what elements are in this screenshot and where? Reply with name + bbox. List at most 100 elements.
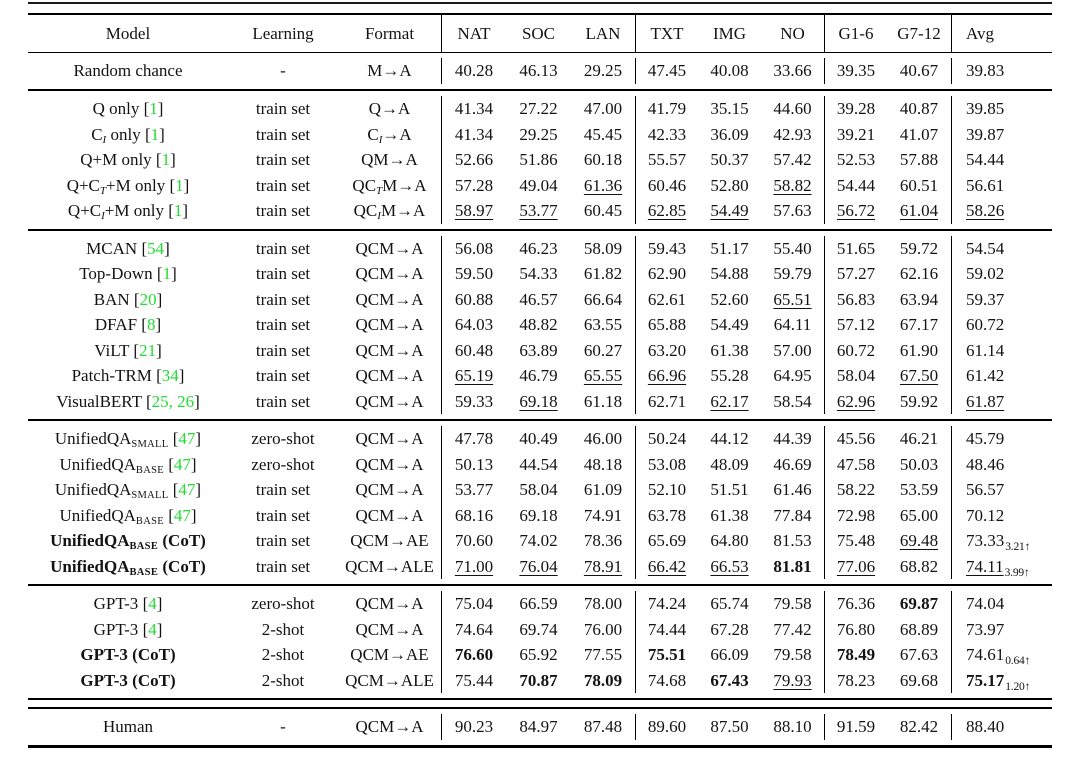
cell-value: 69.74 [519,619,558,639]
model-cell: GPT-3 (CoT) [28,668,228,694]
cell-txt: 62.85 [635,198,698,224]
header-cell-img: IMG [712,23,747,43]
table-row: Patch-TRM [34] train set QCM→A 65.19 46.79 65… [28,363,1052,389]
cell-value: 57.00 [773,340,812,360]
cell-value: 78.00 [583,594,623,613]
cell-nat: 53.77 [441,477,506,503]
cell-value: 66.09 [710,645,749,664]
cell-value: 70.87 [519,670,558,690]
model-cell: UnifiedQASMALL [47] [28,477,228,503]
cell-txt: 62.90 [635,261,698,287]
cite-bracket: ] [156,594,163,613]
learning-cell: train set [255,289,311,309]
cell-avg: 56.57 [951,477,1052,503]
cell-value: 53.77 [519,201,558,220]
cell-txt: 65.69 [635,528,698,554]
cell-value: 76.60 [454,645,494,664]
cell-avg: 48.46 [951,451,1052,477]
model-text: QC [352,175,377,195]
cell-lan: 63.55 [571,312,635,338]
cell-value: 61.38 [710,340,749,360]
table-section: UnifiedQASMALL [47] zero-shot QCM→A 47.78 40… [28,421,1052,584]
cell-avg: 56.61 [951,172,1052,198]
cell-nat: 60.88 [441,286,506,312]
cell-value: 75.51 [647,645,687,664]
cell-lan: 61.09 [571,477,635,503]
cell-value: 46.21 [899,429,939,448]
cell-value: 74.24 [647,594,687,613]
format-cell: Q→A [338,96,441,122]
format-cell: QCM→A [338,477,441,503]
format-cell: QCIM→A [338,198,441,224]
cell-value: 74.61 [966,645,1005,664]
cell-avg: 59.02 [951,261,1052,287]
model-text: QCM→A [355,264,424,283]
cite-bracket: ] [171,264,177,283]
cell-nat: 59.50 [441,261,506,287]
cell-value: 65.69 [647,531,687,550]
cite-bracket: ] [194,391,200,411]
cell-g1-6: 78.23 [824,667,887,693]
cell-value: 57.27 [836,264,876,283]
model-text: M→A [382,175,427,195]
gain-subscript: 0.64↑ [1005,655,1031,667]
cell-txt: 52.10 [635,477,698,503]
cell-nat: 56.08 [441,235,506,261]
cell-nat: 52.66 [441,147,506,173]
cell-nat: 60.48 [441,337,506,363]
cell-no: 77.84 [761,503,824,529]
cell-value: 75.48 [836,531,876,550]
cell-value: 66.53 [710,556,749,576]
table-row: UnifiedQABASE (CoT) train set QCM→ALE 71.00… [28,553,1052,579]
cite-bracket: ] [190,505,197,525]
cell-avg: 74.610.64↑ [951,642,1052,668]
header-cell-format: Format [364,23,415,43]
cell-avg: 45.79 [951,426,1052,452]
cell-avg: 88.40 [951,714,1052,740]
cell-avg: 39.87 [951,121,1052,147]
cell-lan: 78.00 [571,591,635,617]
cell-txt: 65.88 [635,312,698,338]
model-text: QCM→A [355,340,424,360]
cell-soc: 58.04 [506,477,571,503]
cell-g7-12: 57.88 [887,147,951,173]
cell-g7-12: 69.48 [887,528,951,554]
cell-lan: 46.00 [571,426,635,452]
cell-value: 55.40 [773,238,812,258]
cell-value: 47.58 [836,454,876,474]
cell-lan: 60.27 [571,338,635,364]
cell-value: 90.23 [454,717,494,736]
model-text: DFAF [94,315,138,334]
table-top-rule-inner [28,12,1052,15]
cell-img: 52.60 [698,287,761,313]
cell-value: 48.09 [710,454,749,474]
cell-txt: 89.60 [635,714,698,740]
cell-value: 50.37 [710,150,749,169]
model-text: QCM→A [355,366,424,385]
cell-soc: 29.25 [506,122,571,148]
header-cell-lan: LAN [585,23,621,43]
cell-value: 69.18 [519,505,558,525]
model-cell: Random chance [28,58,228,84]
cell-g1-6: 91.59 [824,714,887,740]
cell-value: 62.71 [647,391,687,411]
cell-g7-12: 82.42 [887,714,951,740]
table-row: CI only [1] train set CI→A 41.34 29.25 45.45 4… [28,121,1052,148]
cell-txt: 59.43 [635,235,698,261]
cell-value: 41.34 [454,99,494,118]
cell-txt: 53.08 [635,451,698,477]
cell-value: 62.96 [836,391,876,411]
cell-lan: 65.55 [571,363,635,389]
model-text: UnifiedQA [59,505,136,525]
cell-avg: 61.14 [951,337,1052,363]
cell-value: 57.42 [773,150,812,169]
section-divider [28,228,1052,231]
cell-no: 58.82 [761,173,824,199]
cell-value: 68.16 [454,505,494,525]
cell-value: 74.91 [583,505,623,525]
model-text: GPT-3 (CoT) [80,645,176,664]
cell-value: 41.79 [647,99,687,118]
cell-no: 46.69 [761,452,824,478]
cell-soc: 66.59 [506,591,571,617]
model-cell: Top-Down [1] [28,261,228,287]
